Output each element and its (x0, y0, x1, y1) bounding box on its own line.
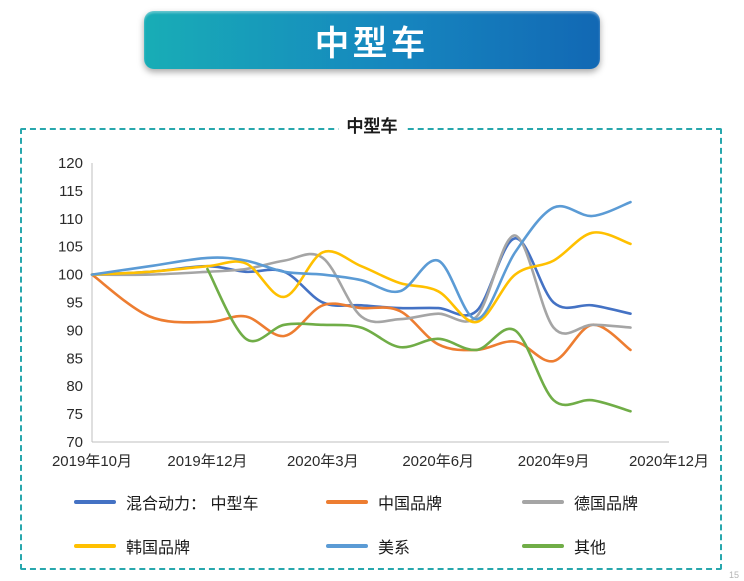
y-tick-label: 110 (59, 211, 83, 228)
legend-swatch (522, 500, 564, 504)
legend-item-0: 混合动力： 中型车 (74, 490, 326, 514)
y-tick-label: 105 (58, 239, 83, 256)
series-line-1 (90, 273, 632, 363)
legend-swatch (326, 544, 368, 548)
page-number: 15 (728, 570, 739, 580)
legend-label: 其他 (574, 540, 607, 557)
title-banner: 中型车 (144, 11, 600, 69)
chart-panel: 70 75 80 85 90 95 100 105 110 115 120 2019年10月 2019年… (20, 128, 722, 570)
x-tick-label: 2020年3月 (287, 453, 359, 470)
y-tick-label: 95 (66, 295, 83, 312)
legend-swatch (74, 544, 116, 548)
series-line-5 (206, 267, 632, 413)
legend-swatch (326, 500, 368, 504)
series-line-3 (90, 231, 632, 324)
legend-item-5: 其他 (522, 534, 702, 558)
x-tick-label: 2019年10月 (52, 453, 132, 470)
x-tick-label: 2019年12月 (167, 453, 247, 470)
x-tick-label: 2020年12月 (629, 453, 709, 470)
legend-item-2: 德国品牌 (522, 490, 702, 514)
y-tick-label: 90 (66, 322, 83, 339)
y-tick-label: 115 (59, 183, 83, 200)
legend-swatch (522, 544, 564, 548)
series-line-0 (90, 237, 632, 317)
legend-item-4: 美系 (326, 534, 522, 558)
y-tick-label: 120 (58, 155, 83, 172)
y-tick-label: 80 (66, 378, 83, 395)
legend-label: 美系 (378, 540, 411, 557)
chart-legend: 混合动力： 中型车 中国品牌 德国品牌韩国品牌 美系 其他 (74, 490, 702, 558)
banner-title: 中型车 (315, 24, 429, 63)
legend-label: 混合动力： 中型车 (126, 496, 259, 513)
y-tick-label: 100 (58, 267, 83, 284)
legend-swatch (74, 500, 116, 504)
series-line-4 (90, 200, 632, 321)
legend-item-3: 韩国品牌 (74, 534, 326, 558)
line-chart: 70 75 80 85 90 95 100 105 110 115 120 2019年10月 2019年… (52, 155, 709, 470)
legend-label: 中国品牌 (378, 496, 443, 513)
chart-title: 中型车 (338, 112, 406, 137)
x-tick-label: 2020年9月 (518, 453, 590, 470)
legend-label: 德国品牌 (574, 496, 639, 513)
legend-label: 韩国品牌 (126, 540, 191, 557)
legend-item-1: 中国品牌 (326, 490, 522, 514)
series-line-2 (90, 234, 632, 335)
y-tick-label: 85 (66, 350, 83, 367)
y-tick-label: 75 (66, 406, 83, 423)
y-tick-label: 70 (66, 434, 83, 451)
x-tick-label: 2020年6月 (402, 453, 474, 470)
